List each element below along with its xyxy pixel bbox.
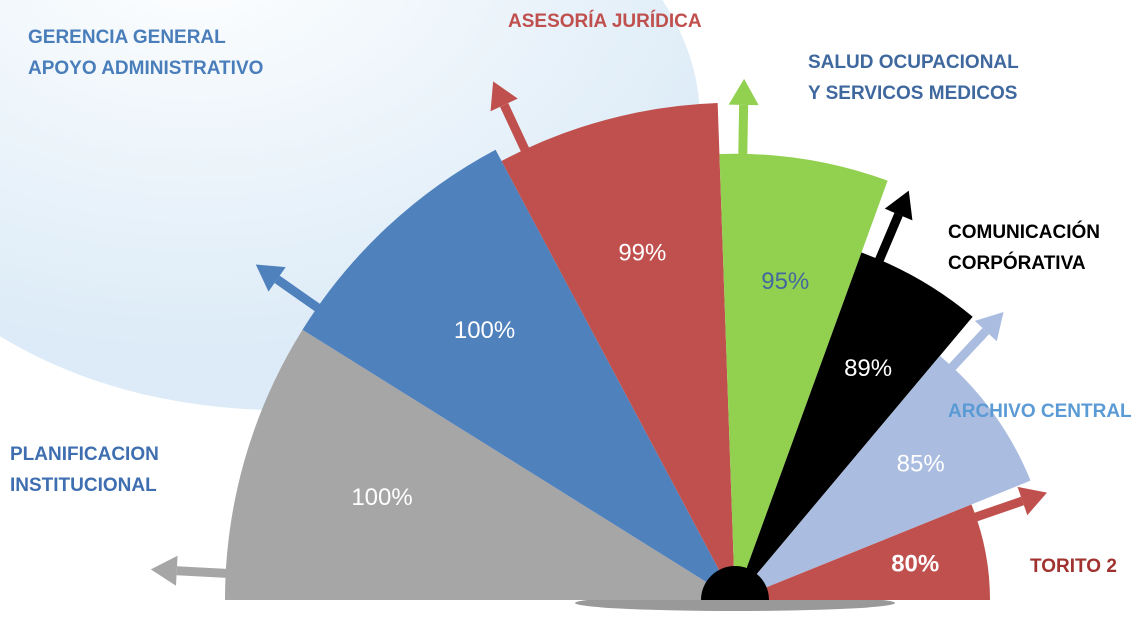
category-label: GERENCIA GENERAL (28, 27, 226, 48)
value-label: 89% (844, 355, 892, 382)
sector (735, 504, 990, 600)
arrow-shaft (859, 212, 903, 299)
arrow-shaft (176, 566, 266, 580)
value-label: 100% (454, 317, 515, 344)
value-label: 95% (761, 268, 809, 295)
value-label: 85% (897, 450, 945, 477)
arrow-head (884, 190, 913, 221)
arrow-shaft (274, 275, 353, 335)
arrow-head (1017, 486, 1048, 516)
hub (701, 566, 769, 600)
arrow-head (150, 555, 178, 586)
sector (225, 329, 735, 600)
sector (501, 103, 735, 600)
category-label: SALUD OCUPACIONAL (808, 52, 1019, 73)
arrow-shaft (500, 103, 546, 188)
category-label: TORITO 2 (1030, 556, 1117, 577)
arrow-head (728, 78, 759, 106)
arrow-head (974, 312, 1004, 342)
category-label: INSTITUCIONAL (10, 475, 157, 496)
arrow-shaft (737, 104, 749, 194)
category-label: ASESORÍA JURÍDICA (508, 10, 702, 32)
arrow-head (490, 81, 518, 112)
sector (735, 355, 1031, 600)
category-label: APOYO ADMINISTRATIVO (28, 58, 263, 79)
value-label: 80% (891, 550, 939, 577)
category-label: ARCHIVO CENTRAL (948, 401, 1132, 422)
arrow-head (255, 264, 286, 292)
arrow-shaft (921, 327, 990, 400)
category-label: COMUNICACIÓN (948, 221, 1100, 243)
value-label: 100% (351, 484, 412, 511)
sector (719, 153, 888, 601)
category-label: PLANIFICACION (10, 444, 159, 465)
arrow-shaft (936, 496, 1024, 535)
value-label: 99% (618, 240, 666, 267)
category-label: Y SERVICOS MEDICOS (808, 83, 1017, 104)
sector (735, 252, 973, 601)
sector (302, 149, 735, 601)
category-label: CORPÓRATIVA (948, 252, 1086, 274)
